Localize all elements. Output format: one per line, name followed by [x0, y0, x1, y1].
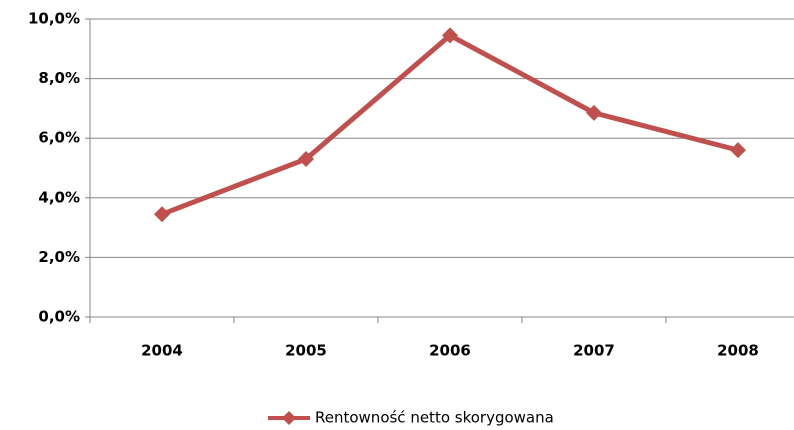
y-tick-label: 2,0%: [38, 248, 80, 266]
x-tick-label: 2008: [717, 342, 759, 360]
data-point: [730, 142, 746, 159]
x-tick-label: 2007: [573, 342, 615, 360]
data-point: [442, 27, 458, 44]
legend-label: Rentowność netto skorygowana: [315, 409, 554, 427]
y-tick-label: 10,0%: [28, 10, 80, 28]
series-line: [161, 32, 739, 217]
x-tick-label: 2004: [141, 342, 183, 360]
x-tick-label: 2005: [285, 342, 327, 360]
y-tick-label: 8,0%: [38, 69, 80, 87]
x-tick-label: 2006: [429, 342, 471, 360]
data-point: [154, 206, 170, 223]
data-point: [298, 151, 314, 168]
y-tick-label: 0,0%: [38, 308, 80, 326]
legend-marker: [282, 411, 296, 425]
y-tick-label: 4,0%: [38, 188, 80, 206]
data-point: [586, 104, 602, 121]
y-tick-label: 6,0%: [38, 129, 80, 147]
